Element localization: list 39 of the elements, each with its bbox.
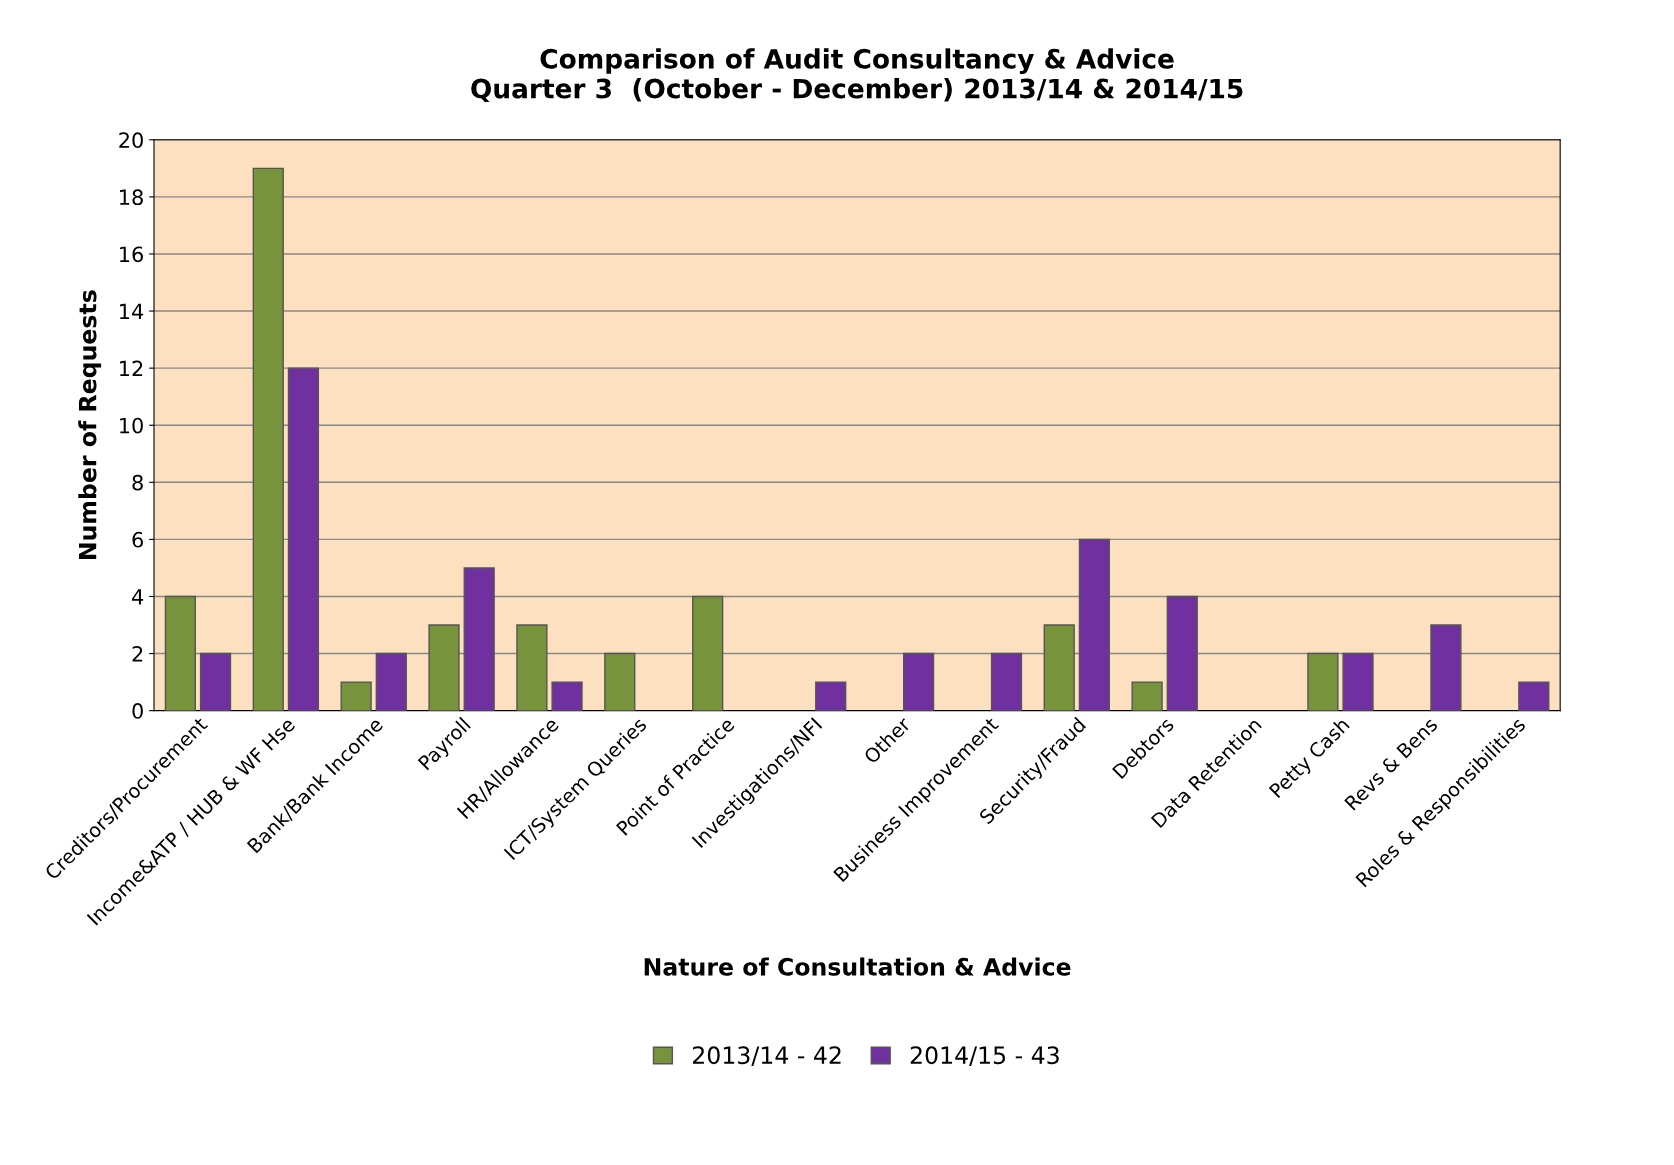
y-tick-label: 6	[132, 531, 143, 548]
bar	[551, 681, 583, 711]
y-tick-label: 14	[120, 303, 144, 319]
y-tick-label: 20	[119, 132, 143, 149]
y-tick-label: 10	[120, 417, 143, 434]
chart-title: Comparison of Audit Consultancy & Advice Quarter 3 (October - December) 2013/14 & 2014/15	[471, 48, 1243, 102]
x-axis-title: Nature of Consultation & Advice	[644, 957, 1071, 976]
legend-label: 2013/14 - 42	[692, 1046, 841, 1066]
y-tick-label: 16	[120, 246, 143, 263]
bar	[340, 681, 372, 711]
bar	[375, 652, 407, 711]
bar	[1430, 624, 1462, 711]
bar	[1342, 652, 1374, 711]
bar	[990, 652, 1023, 711]
bar	[287, 367, 320, 711]
bar	[463, 567, 495, 711]
y-tick-label: 2	[132, 646, 143, 662]
y-axis-title: Number of Requests	[78, 290, 102, 560]
y-tick-label: 4	[132, 589, 144, 605]
bar	[428, 624, 460, 711]
bar	[692, 595, 724, 711]
legend-label: 2014/15 - 43	[910, 1046, 1059, 1066]
bar	[164, 595, 197, 711]
y-tick-label: 8	[132, 474, 143, 491]
bar	[1307, 652, 1339, 711]
bar	[1518, 681, 1550, 711]
bar	[516, 624, 548, 711]
bar	[199, 652, 232, 711]
bar	[1166, 595, 1198, 711]
y-tick-label: 18	[120, 189, 143, 206]
bar	[252, 167, 284, 711]
bar	[1078, 538, 1111, 711]
y-tick-label: 0	[132, 703, 143, 719]
bar	[1043, 624, 1075, 711]
bar	[815, 681, 847, 711]
bar	[604, 652, 636, 711]
bar	[1131, 681, 1163, 711]
y-tick-label: 12	[120, 360, 143, 377]
bar	[902, 652, 935, 711]
